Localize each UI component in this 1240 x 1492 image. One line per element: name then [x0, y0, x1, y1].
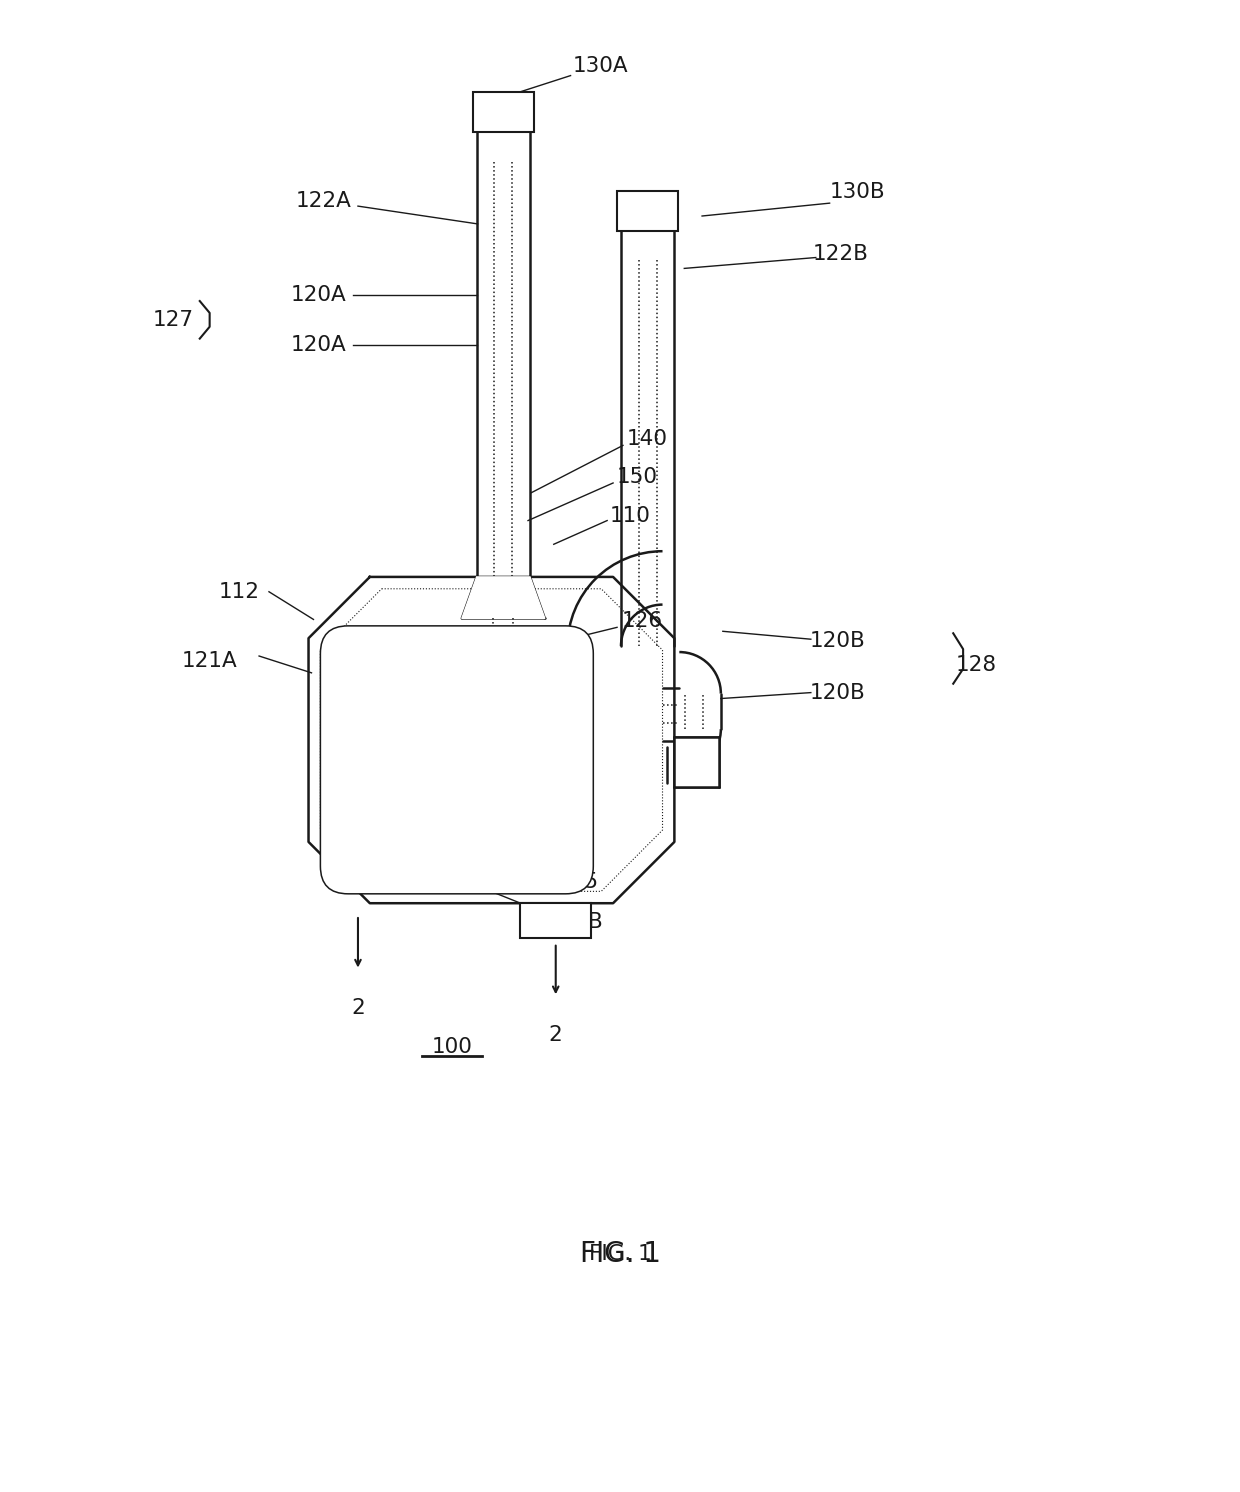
Text: FIG. 1: FIG. 1: [589, 1244, 651, 1264]
Bar: [675, 737, 719, 786]
Bar: [618, 191, 678, 231]
Text: D: D: [382, 750, 399, 770]
Text: 150: 150: [616, 467, 657, 486]
Text: 110: 110: [609, 506, 650, 525]
Text: 122B: 122B: [812, 243, 868, 264]
Text: 122A: 122A: [295, 191, 351, 212]
Text: 120B: 120B: [810, 683, 866, 703]
Text: 128: 128: [955, 655, 997, 674]
Text: 130A: 130A: [573, 55, 627, 76]
Text: 121A: 121A: [182, 651, 238, 671]
Bar: [520, 903, 591, 938]
Text: 120B: 120B: [810, 631, 866, 651]
FancyBboxPatch shape: [320, 625, 593, 894]
Text: 120A: 120A: [290, 285, 346, 304]
Text: 140: 140: [627, 430, 668, 449]
Text: 127: 127: [153, 310, 193, 330]
Text: 2: 2: [351, 998, 365, 1018]
Polygon shape: [461, 577, 544, 619]
Text: 100: 100: [432, 1037, 472, 1056]
Text: 112: 112: [218, 582, 260, 601]
Text: 2: 2: [549, 1025, 563, 1044]
Text: 120A: 120A: [290, 334, 346, 355]
Text: 121B: 121B: [548, 912, 604, 932]
Text: FIG. 1: FIG. 1: [579, 1240, 661, 1268]
Polygon shape: [309, 577, 675, 903]
Text: 130B: 130B: [830, 182, 885, 203]
Bar: [472, 93, 534, 131]
Text: 125: 125: [558, 873, 599, 892]
Text: 126: 126: [622, 612, 663, 631]
